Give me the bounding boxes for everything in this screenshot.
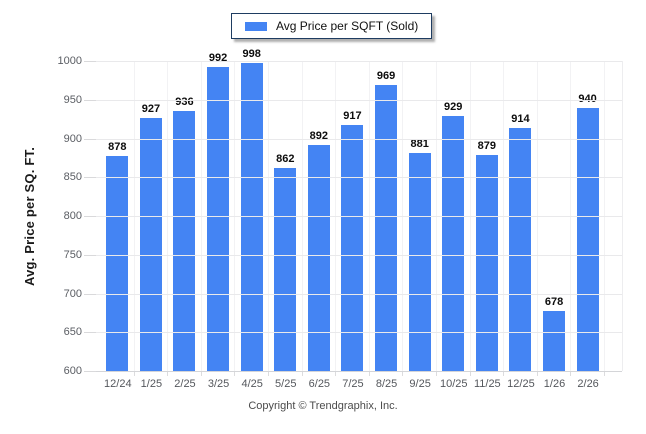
plot-area: 878 927 936 992 998 862 892 917 969 881 929 879 914 6…	[96, 48, 623, 372]
y-tick-mark-650	[84, 332, 96, 334]
gridline-850	[96, 177, 622, 179]
copyright-text: Copyright © Trendgraphix, Inc.	[248, 400, 398, 412]
y-tick-label-750: 750	[63, 248, 82, 261]
x-tick-mark-12/24	[101, 372, 135, 376]
bar-1/25	[139, 117, 162, 371]
gridline-950	[96, 99, 622, 101]
x-tick-label-2/26: 2/26	[577, 378, 599, 390]
bar-value-label-4/25: 998	[242, 47, 261, 60]
x-tick-mark-3/25	[202, 372, 236, 376]
y-tick-label-700: 700	[63, 287, 82, 300]
y-tick-label-950: 950	[63, 93, 82, 106]
y-tick-label-900: 900	[63, 132, 82, 145]
bar-value-label-1/25: 927	[141, 102, 161, 115]
x-tick-mark-1/25	[135, 372, 169, 376]
x-tick-mark-1/26	[538, 372, 572, 376]
y-tick-label-1000: 1000	[57, 55, 82, 67]
y-tick-label-650: 650	[63, 326, 82, 339]
x-axis-tick-labels: 12/24 1/25 2/25 3/25 4/25 5/25 6/25 7/25 8/25 9/2…	[101, 378, 605, 390]
y-tick-mark-700	[84, 293, 96, 295]
gridline-600	[96, 371, 622, 372]
bar-value-label-2/26: 940	[578, 92, 597, 105]
legend-color-swatch	[245, 21, 267, 31]
bar-6/25	[307, 144, 330, 371]
gridline-750	[96, 254, 622, 256]
bar-value-label-3/25: 992	[208, 52, 228, 65]
bar-12/25	[509, 127, 532, 371]
gridline-1000	[96, 61, 622, 62]
bar-5/25	[274, 167, 297, 371]
gridline-900	[96, 138, 622, 140]
x-tick-label-6/25: 6/25	[308, 378, 331, 390]
bar-value-label-1/26: 678	[544, 295, 564, 308]
x-tick-mark-4/25	[235, 372, 269, 376]
gridline-700	[96, 293, 622, 295]
y-tick-label-850: 850	[63, 171, 82, 184]
x-tick-mark-2/25	[168, 372, 202, 376]
bar-11/25	[475, 154, 498, 371]
y-tick-mark-750	[84, 254, 96, 256]
bar-value-label-11/25: 879	[477, 139, 497, 152]
bar-value-label-7/25: 917	[343, 110, 362, 123]
bar-value-label-9/25: 881	[410, 138, 429, 151]
x-tick-mark-7/25	[336, 372, 370, 376]
x-tick-label-4/25: 4/25	[241, 378, 263, 390]
x-tick-label-2/25: 2/25	[174, 378, 196, 390]
x-tick-mark-2/26	[571, 372, 605, 376]
bar-12/24	[106, 155, 129, 371]
y-tick-mark-950	[84, 99, 96, 101]
x-tick-label-3/25: 3/25	[207, 378, 230, 390]
y-axis-tick-labels: 600 650 700 750 800 850 900 950 1000	[0, 55, 84, 377]
bar-value-label-2/25: 936	[175, 95, 194, 108]
bar-2/25	[173, 110, 196, 371]
x-tick-label-5/25: 5/25	[275, 378, 297, 390]
x-tick-label-9/25: 9/25	[409, 378, 431, 390]
y-tick-mark-800	[84, 216, 96, 217]
bar-1/26	[543, 310, 566, 371]
x-tick-mark-6/25	[303, 372, 337, 376]
chart-legend: Avg Price per SQFT (Sold)	[231, 13, 433, 39]
bar-value-label-8/25: 969	[376, 70, 396, 83]
x-tick-label-12/25: 12/25	[507, 378, 535, 390]
y-tick-mark-600	[84, 371, 96, 372]
x-axis-tick-marks	[101, 372, 605, 376]
y-tick-mark-900	[84, 138, 96, 140]
x-tick-label-12/24: 12/24	[104, 378, 132, 390]
bar-value-label-5/25: 862	[276, 152, 295, 165]
x-tick-label-10/25: 10/25	[439, 378, 468, 390]
x-tick-mark-12/25	[504, 372, 538, 376]
gridline-800	[96, 216, 622, 217]
y-tick-mark-1000	[84, 61, 96, 62]
x-tick-label-7/25: 7/25	[342, 378, 364, 390]
y-tick-label-600: 600	[63, 365, 82, 377]
bar-value-label-10/25: 929	[444, 101, 463, 114]
bar-7/25	[341, 125, 364, 371]
legend-series-label: Avg Price per SQFT (Sold)	[276, 19, 419, 33]
bar-9/25	[408, 153, 431, 371]
x-tick-label-8/25: 8/25	[375, 378, 398, 390]
x-tick-mark-5/25	[269, 372, 303, 376]
bar-10/25	[442, 116, 465, 371]
x-tick-mark-8/25	[370, 372, 404, 376]
bar-8/25	[375, 85, 398, 371]
x-tick-label-1/25: 1/25	[140, 378, 163, 390]
y-tick-label-800: 800	[63, 210, 82, 222]
bar-value-label-12/24: 878	[108, 140, 127, 153]
bar-2/26	[576, 107, 599, 371]
y-tick-mark-850	[84, 177, 96, 179]
x-tick-mark-9/25	[403, 372, 437, 376]
x-tick-label-11/25: 11/25	[473, 378, 501, 390]
x-tick-label-1/26: 1/26	[543, 378, 566, 390]
bar-value-label-12/25: 914	[511, 112, 530, 125]
x-tick-mark-11/25	[471, 372, 505, 376]
gridline-650	[96, 332, 622, 334]
x-tick-mark-10/25	[437, 372, 471, 376]
bar-3/25	[207, 67, 230, 371]
bar-value-label-6/25: 892	[309, 129, 329, 142]
